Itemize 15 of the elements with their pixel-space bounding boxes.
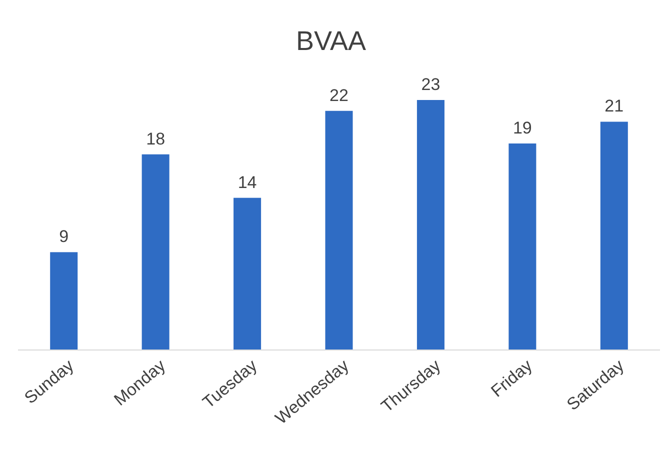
chart-title: BVAA [296, 26, 366, 56]
bar [50, 252, 78, 350]
bar [325, 110, 353, 350]
data-label: 14 [238, 172, 257, 192]
data-label: 18 [146, 129, 166, 148]
data-label: 22 [330, 86, 348, 105]
bar [142, 154, 170, 350]
bar [234, 198, 262, 350]
data-label: 21 [604, 96, 624, 116]
data-label: 19 [512, 118, 532, 138]
data-label: 9 [59, 227, 69, 246]
bar [416, 100, 444, 350]
data-label: 23 [421, 75, 440, 94]
bar [508, 143, 536, 350]
bar [600, 122, 628, 350]
